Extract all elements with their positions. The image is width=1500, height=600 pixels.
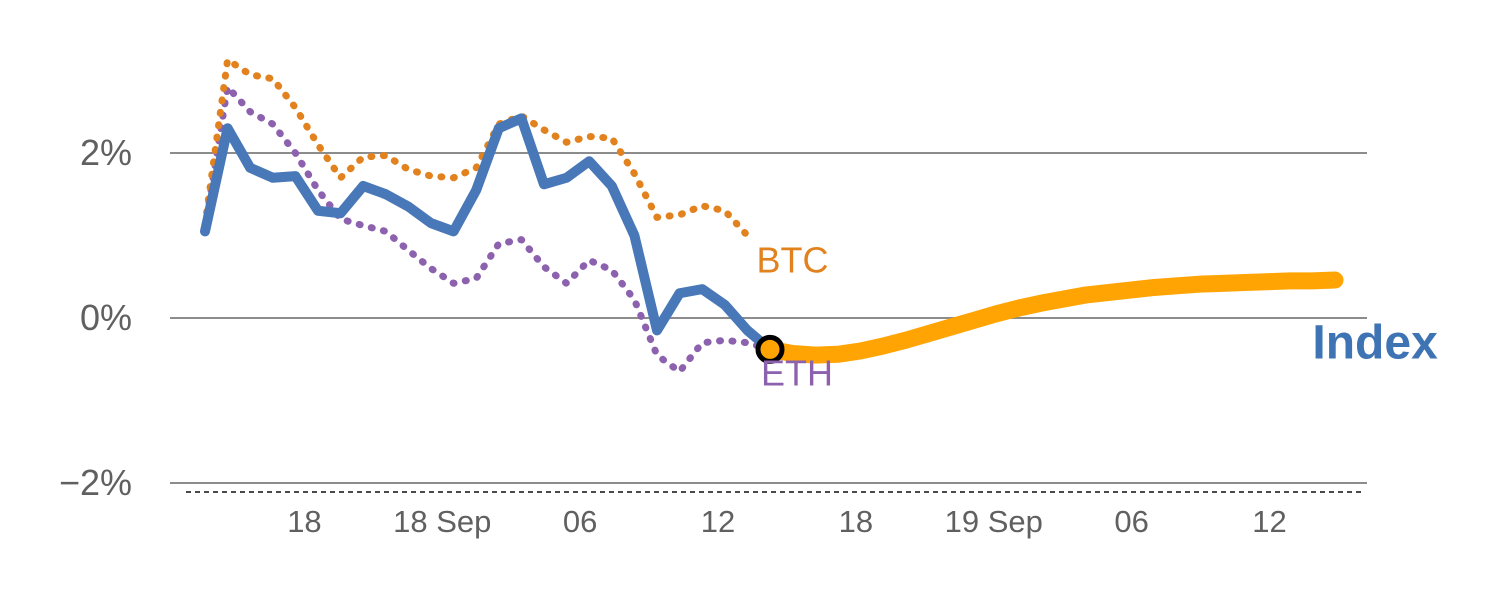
axis-labels-group: 2% 0% −2% 18 18 Sep 06 12 18 19 Sep 06 12 [59, 132, 1287, 539]
series-index-forecast [761, 271, 1344, 364]
y-tick-label: 2% [80, 132, 132, 173]
x-tick-label: 12 [701, 504, 735, 539]
annotations-group: BTC ETH Index [756, 240, 1438, 394]
x-tick-label: 18 [839, 504, 873, 539]
x-tick-label: 06 [563, 504, 597, 539]
eth-series-label: ETH [761, 353, 833, 394]
btc-series-label: BTC [756, 240, 828, 281]
y-tick-label: −2% [59, 462, 132, 503]
series-group [200, 56, 1344, 376]
x-tick-label: 18 [287, 504, 321, 539]
y-tick-label: 0% [80, 297, 132, 338]
series-eth [201, 83, 774, 376]
gridlines-group [170, 152, 1367, 493]
index-series-label: Index [1312, 316, 1438, 369]
x-tick-label: 18 Sep [393, 504, 491, 539]
x-tick-label: 06 [1114, 504, 1148, 539]
now-marker [755, 334, 785, 364]
x-tick-label: 19 Sep [945, 504, 1043, 539]
series-index [200, 113, 775, 355]
series-btc [201, 56, 751, 239]
x-tick-label: 12 [1252, 504, 1286, 539]
